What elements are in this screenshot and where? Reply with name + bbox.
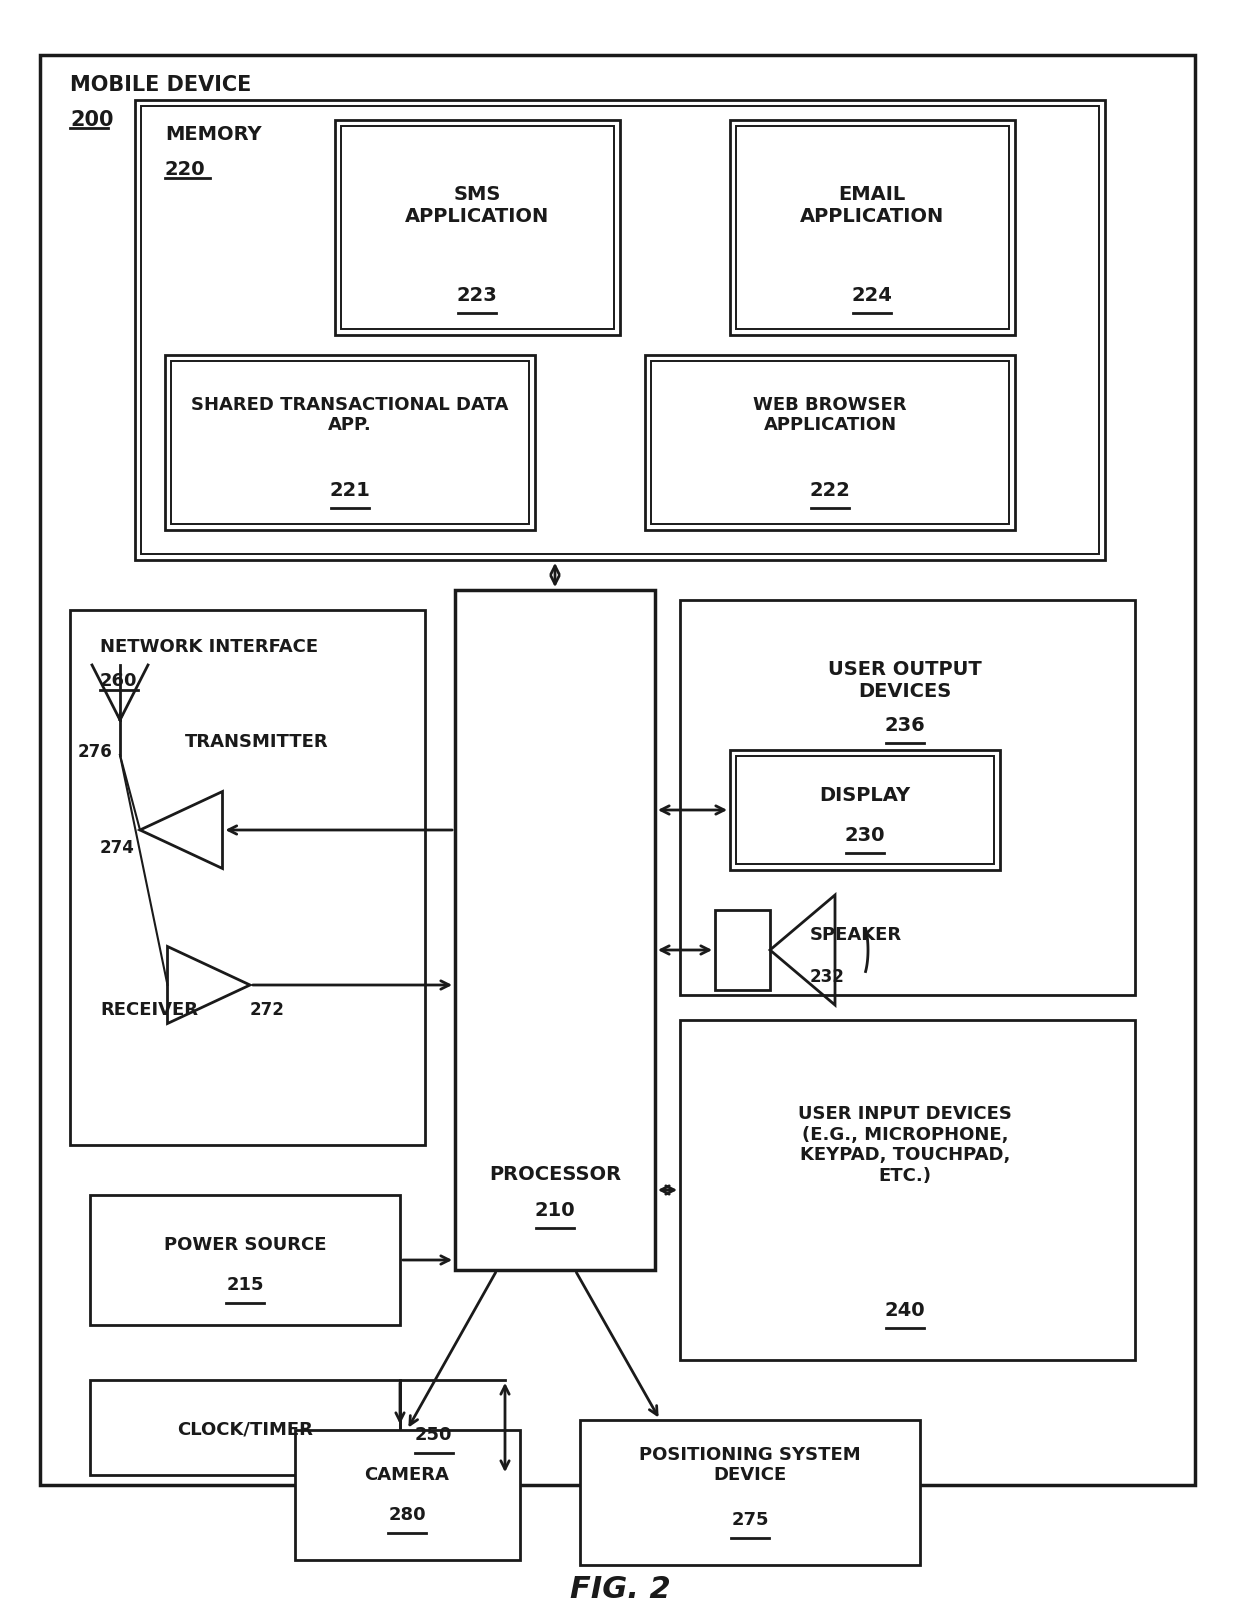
Bar bbox=[135, 100, 1105, 560]
Bar bbox=[651, 361, 1009, 524]
Text: 222: 222 bbox=[810, 481, 851, 500]
Bar bbox=[91, 1196, 401, 1325]
Text: 210: 210 bbox=[534, 1201, 575, 1220]
Text: 250: 250 bbox=[415, 1425, 453, 1443]
Bar bbox=[680, 1019, 1135, 1361]
Bar bbox=[91, 1380, 401, 1476]
Text: 236: 236 bbox=[884, 715, 925, 735]
Bar bbox=[295, 1430, 520, 1560]
Bar bbox=[335, 120, 620, 335]
Bar bbox=[730, 120, 1016, 335]
Text: POSITIONING SYSTEM
DEVICE: POSITIONING SYSTEM DEVICE bbox=[639, 1445, 861, 1484]
Bar bbox=[737, 756, 994, 864]
Text: MOBILE DEVICE: MOBILE DEVICE bbox=[69, 74, 252, 95]
Text: CAMERA: CAMERA bbox=[365, 1466, 449, 1484]
Text: 240: 240 bbox=[884, 1301, 925, 1320]
Text: 274: 274 bbox=[100, 840, 135, 858]
Bar bbox=[40, 55, 1195, 1485]
Bar bbox=[645, 354, 1016, 531]
Bar bbox=[737, 126, 1009, 328]
Bar bbox=[341, 126, 614, 328]
Text: 275: 275 bbox=[732, 1511, 769, 1529]
Bar bbox=[580, 1421, 920, 1565]
Text: 221: 221 bbox=[330, 481, 371, 500]
Text: 223: 223 bbox=[456, 285, 497, 304]
Text: DISPLAY: DISPLAY bbox=[820, 785, 910, 804]
Bar bbox=[69, 610, 425, 1146]
Bar bbox=[715, 909, 770, 990]
Text: 215: 215 bbox=[226, 1277, 264, 1294]
Text: 280: 280 bbox=[388, 1506, 425, 1524]
Bar bbox=[171, 361, 529, 524]
Text: WEB BROWSER
APPLICATION: WEB BROWSER APPLICATION bbox=[753, 395, 906, 434]
Text: 260: 260 bbox=[100, 671, 138, 689]
Text: 232: 232 bbox=[810, 968, 844, 985]
Text: 224: 224 bbox=[852, 285, 893, 304]
Text: EMAIL
APPLICATION: EMAIL APPLICATION bbox=[800, 184, 944, 225]
Bar bbox=[141, 107, 1099, 553]
Text: SHARED TRANSACTIONAL DATA
APP.: SHARED TRANSACTIONAL DATA APP. bbox=[191, 395, 508, 434]
Text: SPEAKER: SPEAKER bbox=[810, 925, 903, 943]
Text: PROCESSOR: PROCESSOR bbox=[489, 1165, 621, 1184]
Text: 220: 220 bbox=[165, 160, 206, 180]
Bar bbox=[730, 751, 999, 870]
Bar bbox=[165, 354, 534, 531]
Text: 200: 200 bbox=[69, 110, 114, 129]
Text: NETWORK INTERFACE: NETWORK INTERFACE bbox=[100, 637, 319, 655]
Bar bbox=[455, 591, 655, 1270]
Text: TRANSMITTER: TRANSMITTER bbox=[185, 733, 329, 751]
Text: 230: 230 bbox=[844, 825, 885, 845]
Text: USER INPUT DEVICES
(E.G., MICROPHONE,
KEYPAD, TOUCHPAD,
ETC.): USER INPUT DEVICES (E.G., MICROPHONE, KE… bbox=[799, 1105, 1012, 1186]
Text: USER OUTPUT
DEVICES: USER OUTPUT DEVICES bbox=[828, 660, 982, 701]
Text: 276: 276 bbox=[78, 743, 113, 760]
Text: 272: 272 bbox=[250, 1002, 285, 1019]
Text: FIG. 2: FIG. 2 bbox=[569, 1576, 671, 1605]
Text: CLOCK/TIMER: CLOCK/TIMER bbox=[177, 1421, 312, 1438]
Text: POWER SOURCE: POWER SOURCE bbox=[164, 1236, 326, 1254]
Text: SMS
APPLICATION: SMS APPLICATION bbox=[405, 184, 549, 225]
Bar bbox=[680, 600, 1135, 995]
Text: MEMORY: MEMORY bbox=[165, 125, 262, 144]
Text: RECEIVER: RECEIVER bbox=[100, 1002, 198, 1019]
